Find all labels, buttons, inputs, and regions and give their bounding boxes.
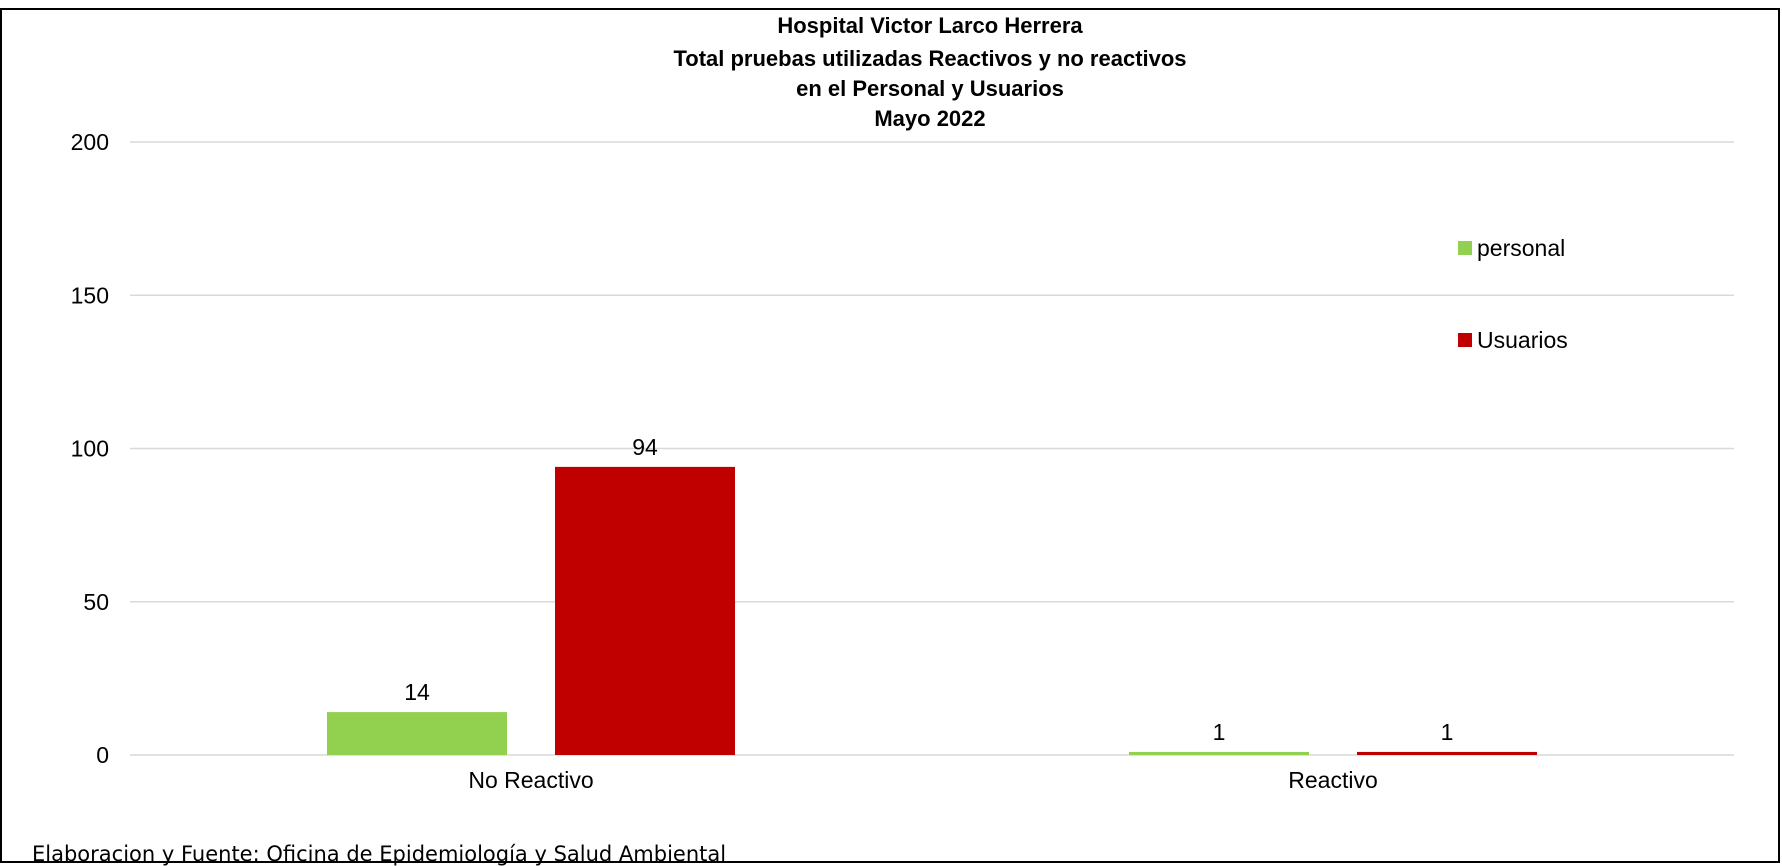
legend-swatch-usuarios — [1458, 333, 1472, 347]
chart-title-line-1: Hospital Victor Larco Herrera — [777, 13, 1083, 38]
x-axis-category-labels: No Reactivo Reactivo — [468, 767, 1377, 793]
data-label-personal-1: 14 — [404, 679, 430, 705]
data-label-usuarios-1: 94 — [632, 434, 658, 460]
data-labels: 14 94 1 1 — [404, 434, 1453, 745]
bar-usuarios-2 — [1357, 751, 1537, 755]
chart: Hospital Victor Larco Herrera Total prue… — [71, 13, 1734, 793]
legend: personal Usuarios — [1458, 235, 1568, 353]
legend-swatch-personal — [1458, 241, 1472, 255]
gridlines — [130, 141, 1734, 756]
chart-title: Hospital Victor Larco Herrera Total prue… — [673, 13, 1186, 131]
y-tick-label: 0 — [96, 742, 109, 768]
y-axis-tick-labels: 0 50 100 150 200 — [71, 129, 109, 768]
y-tick-label: 100 — [71, 436, 109, 462]
bar-personal-1 — [327, 712, 507, 755]
y-tick-label: 50 — [83, 589, 109, 615]
bar-usuarios-1 — [555, 466, 735, 755]
chart-frame: Hospital Victor Larco Herrera Total prue… — [0, 8, 1780, 866]
category-label: No Reactivo — [468, 767, 593, 793]
y-tick-label: 150 — [71, 282, 109, 308]
bar-personal-2 — [1129, 751, 1309, 755]
data-label-personal-2: 1 — [1213, 719, 1226, 745]
source-note: Elaboracion y Fuente: Oficina de Epidemi… — [32, 842, 727, 866]
legend-label-personal: personal — [1477, 235, 1565, 261]
bars — [327, 466, 1537, 755]
chart-title-line-3: en el Personal y Usuarios — [796, 76, 1064, 101]
chart-title-line-4: Mayo 2022 — [874, 106, 985, 131]
data-label-usuarios-2: 1 — [1441, 719, 1454, 745]
legend-label-usuarios: Usuarios — [1477, 327, 1568, 353]
chart-title-line-2: Total pruebas utilizadas Reactivos y no … — [673, 46, 1186, 71]
category-label: Reactivo — [1288, 767, 1377, 793]
y-tick-label: 200 — [71, 129, 109, 155]
